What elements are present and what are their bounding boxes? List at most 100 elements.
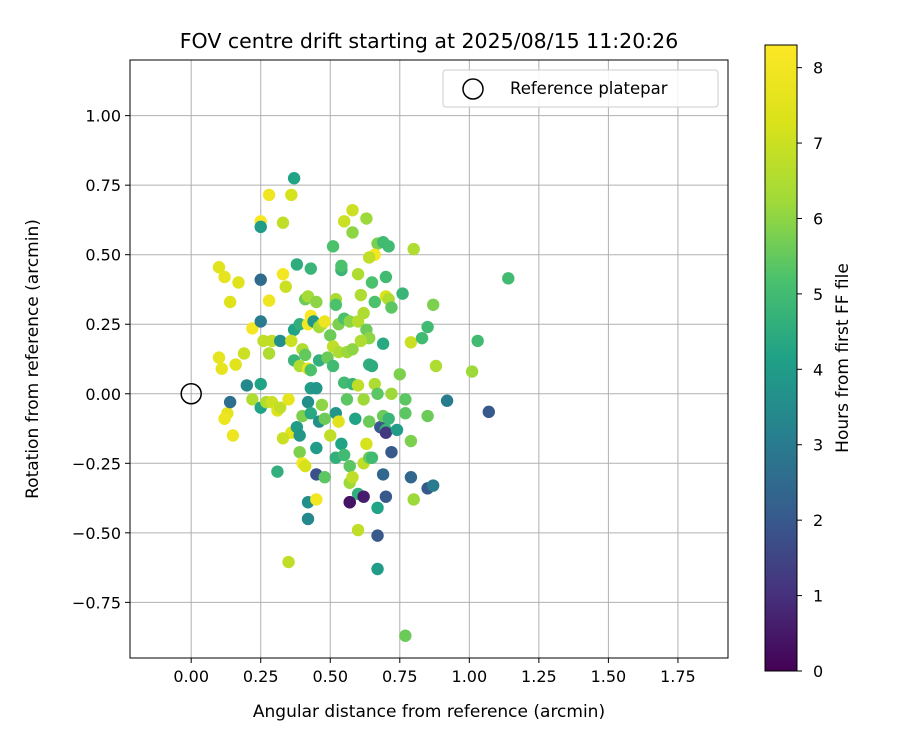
y-tick-label: 0.75 (85, 176, 121, 195)
data-point (318, 315, 331, 328)
colorbar-tick-label: 8 (813, 59, 823, 78)
data-point (285, 188, 298, 202)
data-point (502, 272, 515, 285)
data-point (440, 394, 454, 407)
colorbar-tick-label: 0 (813, 662, 823, 681)
data-point (360, 437, 373, 451)
data-point (287, 172, 301, 185)
y-tick-label: 1.00 (85, 107, 121, 126)
data-point (212, 261, 226, 274)
data-point (382, 240, 395, 253)
plot-frame (129, 59, 729, 659)
data-point (357, 393, 370, 406)
data-point (246, 393, 259, 406)
data-point (304, 363, 317, 377)
data-point (218, 270, 231, 284)
data-point (254, 377, 267, 391)
x-tick-label: 1.25 (521, 667, 557, 686)
data-point (385, 387, 398, 400)
data-point (429, 359, 443, 373)
data-point (232, 276, 245, 289)
data-point (337, 448, 351, 462)
data-point (371, 529, 384, 542)
colorbar-tick-label: 2 (813, 511, 823, 530)
data-point (301, 395, 315, 409)
data-point (276, 432, 290, 445)
data-point (285, 334, 298, 348)
x-tick-label: 1.50 (591, 667, 627, 686)
x-tick-label: 0.00 (173, 667, 209, 686)
data-point (390, 423, 404, 437)
x-axis-label: Angular distance from reference (arcmin) (253, 702, 605, 722)
colorbar-ticks: 0 1 2 3 4 5 6 7 8 (797, 59, 823, 681)
data-point (254, 220, 267, 234)
x-tick-label: 1.75 (660, 667, 696, 686)
legend: Reference platepar (442, 69, 719, 108)
data-point (399, 629, 412, 642)
data-point (407, 242, 420, 256)
data-point (351, 523, 365, 537)
data-point (304, 262, 317, 275)
data-point (385, 445, 398, 459)
x-tick-label: 1.00 (452, 667, 488, 686)
data-point (368, 295, 381, 309)
data-point (346, 203, 359, 217)
colorbar-tick-label: 1 (813, 587, 823, 606)
data-point (382, 412, 395, 425)
y-axis-label: Rotation from reference (arcmin) (23, 219, 43, 499)
data-point (299, 348, 312, 362)
data-point (343, 496, 356, 509)
data-point (426, 298, 440, 311)
data-point (396, 287, 409, 300)
data-point (371, 387, 384, 400)
data-point (279, 280, 292, 293)
data-point (329, 298, 343, 311)
x-tick-label: 0.25 (243, 667, 279, 686)
y-tick-label: −0.50 (72, 524, 121, 543)
data-point (376, 468, 390, 481)
data-point (254, 273, 267, 286)
y-tick-label: −0.25 (72, 454, 121, 473)
data-point (290, 258, 304, 271)
data-point (415, 331, 429, 345)
data-point (299, 459, 312, 473)
data-point (407, 493, 420, 506)
data-point (310, 295, 323, 309)
y-tick-label: 0.00 (85, 385, 121, 404)
data-point (482, 405, 495, 419)
data-point (351, 267, 365, 281)
data-point (324, 329, 337, 342)
data-point (282, 393, 295, 406)
data-point (326, 240, 340, 253)
data-point (310, 493, 323, 506)
data-point (371, 562, 384, 576)
y-axis-ticks: −0.75 −0.50 −0.25 0.00 0.25 0.50 0.75 1.00 (72, 107, 130, 612)
data-point (357, 306, 370, 320)
data-point (465, 365, 479, 378)
data-point (293, 429, 306, 442)
x-tick-label: 0.75 (382, 667, 418, 686)
data-point (365, 451, 379, 464)
data-point (343, 459, 356, 473)
data-point (393, 368, 406, 381)
data-point (346, 343, 359, 356)
data-point (379, 426, 393, 439)
data-point (426, 479, 440, 492)
x-axis-ticks: 0.00 0.25 0.50 0.75 1.00 1.25 1.50 1.75 (173, 658, 696, 686)
data-point (379, 490, 393, 503)
data-point (371, 501, 384, 515)
data-point (349, 412, 362, 425)
data-point (421, 320, 434, 334)
data-point (365, 276, 379, 289)
reference-point (180, 383, 202, 405)
legend-box (442, 69, 719, 108)
colorbar-tick-label: 4 (813, 360, 823, 379)
colorbar-gradient (764, 44, 798, 672)
y-tick-label: −0.75 (72, 593, 121, 612)
data-point (226, 429, 240, 442)
data-point (273, 401, 287, 414)
data-point (223, 295, 237, 309)
data-point (340, 393, 354, 406)
data-point (310, 382, 323, 395)
